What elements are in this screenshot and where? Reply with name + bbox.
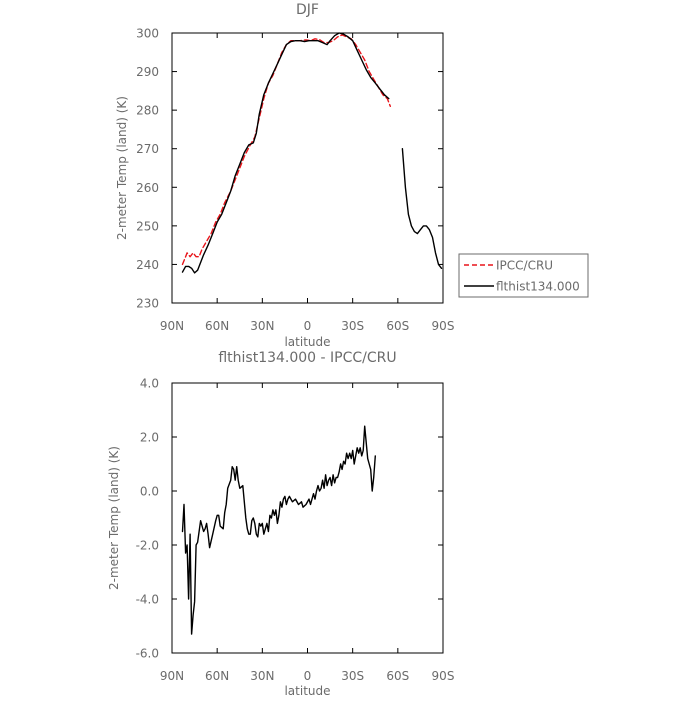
legend: IPCC/CRU flthist134.000 [458,253,589,298]
y-axis-label: 2-meter Temp (land) (K) [115,96,129,240]
chart-title: DJF [296,2,319,18]
x-axis-label: latitude [284,684,330,698]
x-tick-label: 60S [386,319,409,333]
x-tick-label: 90N [160,319,184,333]
plot-frame [171,32,444,304]
x-tick-label: 30S [341,669,364,683]
x-tick-label: 30S [341,319,364,333]
legend-box [458,253,589,298]
chart-temperature-difference: flthist134.000 - IPCC/CRU latitude 2-met… [107,350,454,698]
x-tick-label: 30N [250,319,274,333]
x-tick-label: 30N [250,669,274,683]
chart-title: flthist134.000 - IPCC/CRU [218,350,396,366]
x-tick-label: 0 [304,319,312,333]
chart-temperature-djf: DJF latitude 2-meter Temp (land) (K) IPC… [115,2,589,349]
plot-area [181,425,376,635]
x-axis-label: latitude [284,335,330,349]
x-tick-label: 90N [160,669,184,683]
series-line-ipcc-cru [181,34,391,266]
y-tick-label: 290 [136,65,159,79]
y-tick-label: 270 [136,142,159,156]
x-tick-label: 60S [386,669,409,683]
x-tick-label: 60N [205,319,229,333]
series-line-flthist134-000-ipcc-cru [181,425,376,635]
y-tick-label: 230 [136,297,159,311]
y-tick-label: 0.0 [140,485,159,499]
x-tick-label: 90S [432,319,455,333]
legend-label-flthist: flthist134.000 [496,280,580,294]
x-tick-label: 90S [432,669,455,683]
x-tick-label: 60N [205,669,229,683]
legend-label-ipcc-cru: IPCC/CRU [496,259,553,273]
y-tick-label: -2.0 [136,539,159,553]
y-tick-label: 2.0 [140,431,159,445]
x-tick-label: 0 [304,669,312,683]
plot-frame [171,382,444,654]
plot-area [181,32,443,274]
series-line-flthist134-000 [401,147,443,269]
y-tick-label: 300 [136,27,159,41]
y-tick-label: 240 [136,258,159,272]
y-tick-label: -4.0 [136,593,159,607]
y-tick-label: 280 [136,104,159,118]
y-tick-label: 4.0 [140,377,159,391]
y-tick-label: 250 [136,219,159,233]
y-tick-label: -6.0 [136,647,159,661]
y-tick-label: 260 [136,181,159,195]
y-axis-label: 2-meter Temp (land) (K) [107,446,121,590]
series-line-flthist134-000 [181,32,390,274]
